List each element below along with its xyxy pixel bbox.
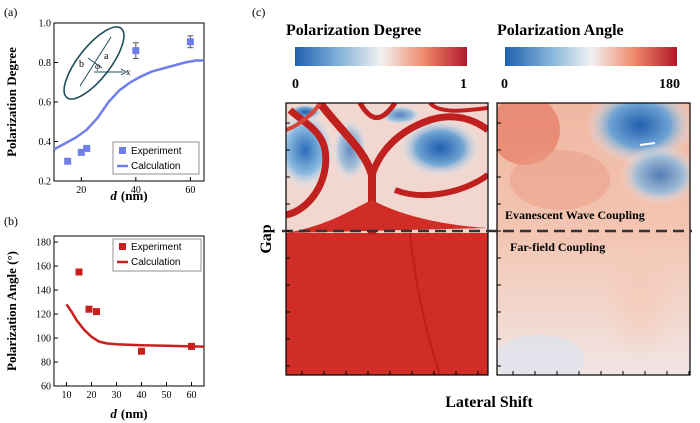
y-tick-label: 120 <box>36 310 51 321</box>
x-tick-label: 40 <box>137 390 147 401</box>
experiment-point <box>138 347 145 355</box>
x-tick-label: 20 <box>87 390 97 401</box>
legend-experiment-label: Experiment <box>131 242 182 253</box>
ellipse-inset: a b φ x <box>63 26 131 100</box>
experiment-point <box>132 47 140 55</box>
x-tick-label: 10 <box>62 390 72 401</box>
panel-c-label: (c) <box>252 5 265 19</box>
inset-label-phi: φ <box>95 61 100 71</box>
colorbar-right-max: 180 <box>659 77 680 92</box>
legend-calculation-label: Calculation <box>131 257 180 268</box>
calculation-curve <box>65 303 205 348</box>
panel-b-frame <box>53 235 205 387</box>
heatmap-y-axis-label: Gap <box>258 224 275 253</box>
experiment-point <box>93 308 100 316</box>
panel-a-label: (a) <box>4 5 17 19</box>
experiment-point <box>85 305 93 313</box>
y-tick-label: 0.6 <box>39 98 52 109</box>
experiment-point <box>64 157 72 165</box>
y-tick-label: 0.8 <box>39 58 52 69</box>
y-tick-label: 160 <box>36 262 51 273</box>
x-tick-label: 30 <box>112 390 122 401</box>
panel-b-legend-box <box>112 238 202 272</box>
inset-label-x: x <box>126 67 131 77</box>
panel-b-label: (b) <box>4 214 18 228</box>
ellipse-shape <box>63 26 125 100</box>
experiment-point <box>77 148 85 156</box>
experiment-point <box>75 268 83 276</box>
heatmap-left-frame <box>285 102 489 376</box>
heatmap-right-image <box>497 103 690 375</box>
heatmap-right-title: Polarization Angle <box>497 22 624 39</box>
heatmap-ticks <box>286 122 690 375</box>
y-tick-label: 80 <box>41 358 51 369</box>
x-tick-label: 60 <box>187 390 197 401</box>
experiment-point <box>83 144 91 152</box>
heatmap-x-axis-label: Lateral Shift <box>445 394 533 411</box>
panel-b-legend: Experiment Calculation <box>112 238 202 272</box>
colorbar-left-max: 1 <box>460 77 467 92</box>
panel-a-chart: Polarization Degree d (nm) a b φ x Experi… <box>4 22 205 203</box>
x-tick-label: 60 <box>185 185 195 196</box>
panel-b-x-axis-label: d (nm) <box>110 406 147 421</box>
inset-label-a: a <box>104 51 109 62</box>
panel-b-y-axis-label: Polarization Angle (°) <box>4 251 19 371</box>
y-tick-label: 180 <box>36 238 51 249</box>
panel-a-legend: Experiment Calculation <box>112 141 200 175</box>
legend-experiment-marker <box>119 147 126 154</box>
y-tick-label: 60 <box>41 382 51 393</box>
inset-label-b: b <box>79 59 84 70</box>
x-tick-label: 20 <box>76 185 86 196</box>
y-tick-label: 1.0 <box>39 19 52 30</box>
panel-a-y-axis-label: Polarization Degree <box>4 47 19 157</box>
calculation-curve <box>53 59 204 151</box>
minor-axis-line <box>87 57 103 69</box>
y-tick-label: 0.2 <box>39 177 52 188</box>
panel-a-legend-box <box>112 141 200 175</box>
heatmap-left-title: Polarization Degree <box>286 22 421 39</box>
y-tick-label: 140 <box>36 286 51 297</box>
panel-a-x-axis-label: d (nm) <box>110 188 147 203</box>
y-tick-label: 100 <box>36 334 51 345</box>
evanescent-region-label: Evanescent Wave Coupling <box>505 208 645 222</box>
x-direction-arrow-icon <box>120 68 127 76</box>
colorbar-right-min: 0 <box>501 77 508 92</box>
x-tick-label: 40 <box>131 185 141 196</box>
experiment-point <box>186 38 194 46</box>
heatmap-left-image <box>286 103 488 375</box>
heatmap-right-frame <box>496 102 691 376</box>
major-axis-line <box>79 36 112 87</box>
panel-b-chart: Polarization Angle (°) d (nm) Experiment … <box>4 235 205 421</box>
colorbar-left-min: 0 <box>292 77 299 92</box>
colorbar-left <box>295 47 467 66</box>
legend-experiment-label: Experiment <box>131 146 182 157</box>
y-tick-label: 0.4 <box>39 137 52 148</box>
chart-marks: 20 40 60 0.2 0.4 0.6 0.8 1.0 10 20 30 40 50 60 60 80 100… <box>36 19 205 401</box>
colorbar-right <box>505 47 677 66</box>
x-tick-label: 50 <box>162 390 172 401</box>
farfield-region-label: Far-field Coupling <box>510 240 605 254</box>
panel-c-heatmaps: Polarization Degree Polarization Angle 0… <box>258 22 692 411</box>
legend-experiment-marker <box>119 243 126 250</box>
legend-calculation-label: Calculation <box>131 161 180 172</box>
